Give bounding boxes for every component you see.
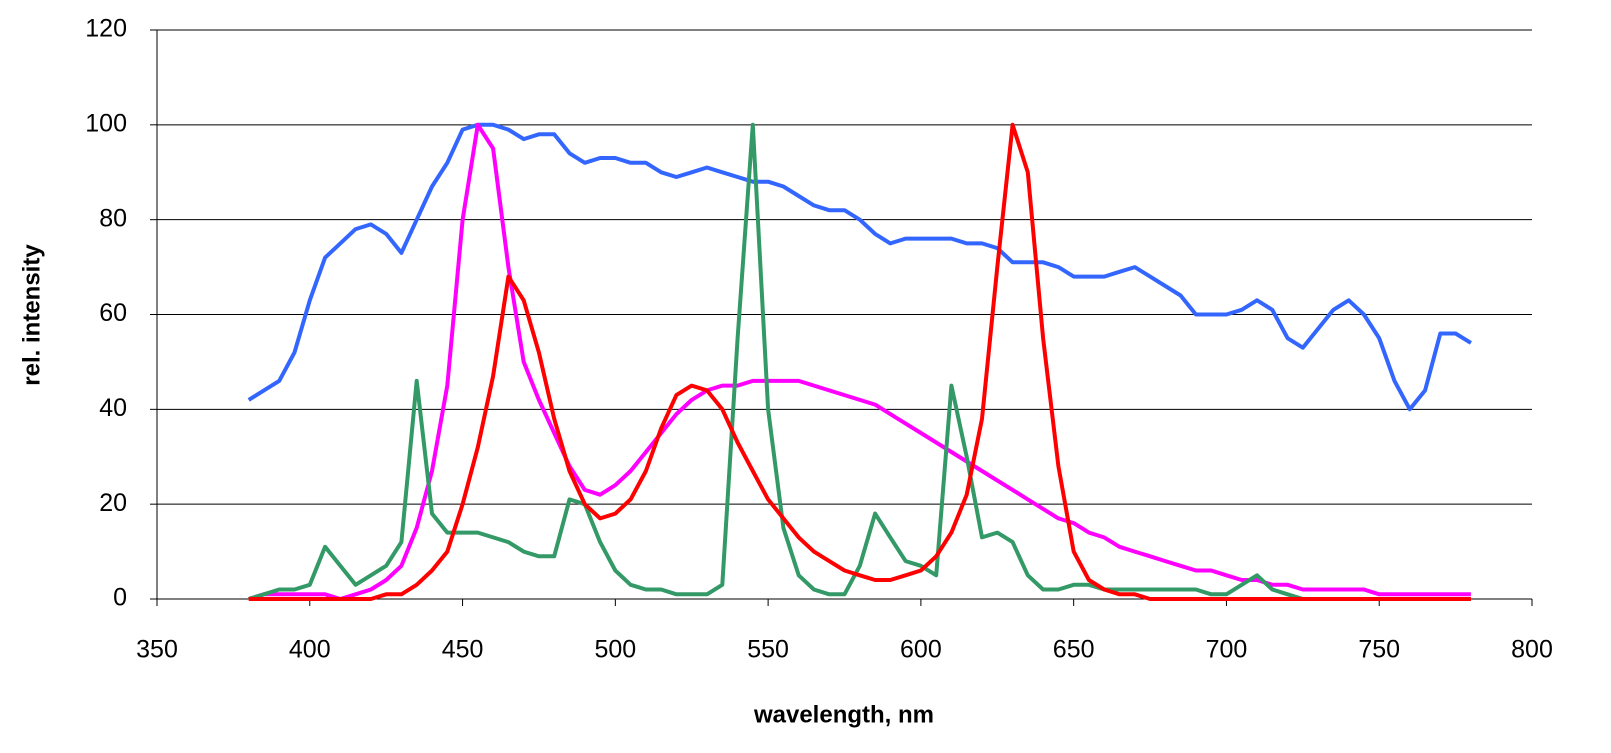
x-tick-label: 700 (1206, 636, 1248, 664)
series-line (248, 122, 1471, 601)
x-tick-label: 550 (747, 636, 789, 664)
y-tick-label: 60 (99, 299, 127, 327)
x-tick-label: 750 (1358, 636, 1400, 664)
y-tick-label: 80 (99, 204, 127, 232)
y-tick-label: 20 (99, 489, 127, 517)
x-tick-label: 500 (594, 636, 636, 664)
series-line (248, 122, 1471, 601)
y-tick-label: 120 (85, 15, 127, 43)
series-line (248, 122, 1471, 601)
series-line (247, 122, 1472, 412)
x-tick-label: 800 (1511, 636, 1553, 664)
y-tick-label: 0 (113, 584, 127, 612)
x-tick-label: 650 (1053, 636, 1095, 664)
x-tick-label: 350 (136, 636, 178, 664)
x-tick-label: 450 (442, 636, 484, 664)
x-tick-label: 400 (289, 636, 331, 664)
y-axis-title: rel. intensity (18, 244, 45, 386)
y-tick-label: 40 (99, 394, 127, 422)
x-axis-title: wavelength, nm (753, 701, 934, 728)
x-tick-label: 600 (900, 636, 942, 664)
y-tick-label: 100 (85, 109, 127, 137)
